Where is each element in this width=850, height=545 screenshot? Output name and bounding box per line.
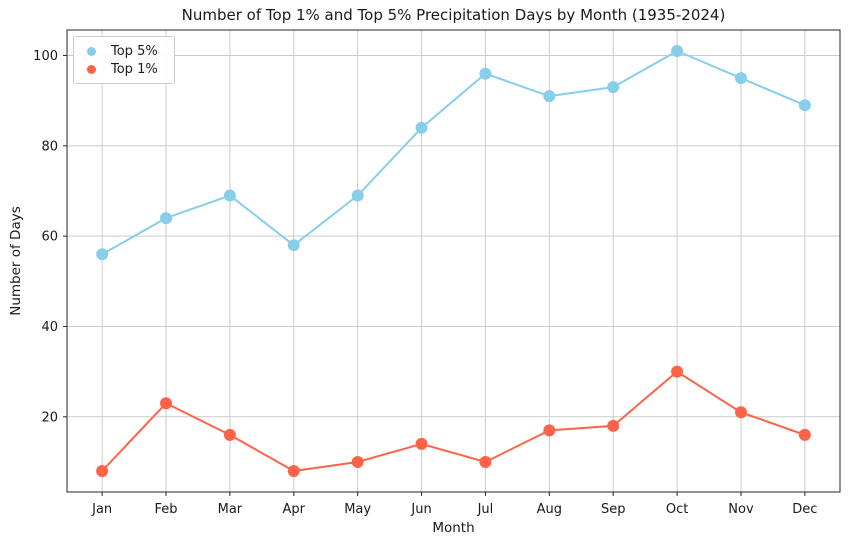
legend-label: Top 5%: [111, 43, 158, 59]
x-tick-label: Aug: [537, 502, 562, 517]
data-point-top-5pct-jun: [415, 121, 428, 134]
legend: Top 5% Top 1%: [73, 36, 175, 84]
legend-marker-icon: [87, 64, 96, 74]
data-point-top-5pct-sep: [607, 81, 620, 94]
data-point-top-5pct-jan: [96, 248, 109, 261]
legend-label: Top 1%: [111, 61, 158, 77]
x-tick-label: Oct: [666, 502, 688, 517]
data-point-top-5pct-apr: [287, 239, 300, 252]
legend-item-top-5pct: Top 5%: [74, 42, 172, 60]
x-tick-label: Nov: [728, 502, 754, 517]
y-tick-label: 60: [41, 230, 58, 245]
data-point-top-5pct-mar: [223, 189, 236, 202]
data-point-top-5pct-aug: [543, 90, 556, 103]
data-point-top-5pct-oct: [671, 45, 684, 57]
x-tick-label: Jan: [91, 502, 112, 517]
x-tick-label: Apr: [283, 502, 306, 517]
x-tick-label: Sep: [601, 502, 626, 517]
y-tick-label: 100: [33, 49, 58, 64]
data-point-top-1pct-may: [351, 455, 364, 468]
series-line-top-5pct: [101, 50, 806, 256]
data-point-top-1pct-nov: [734, 406, 747, 419]
chart-title: Number of Top 1% and Top 5% Precipitatio…: [181, 6, 726, 24]
data-point-top-5pct-nov: [734, 72, 747, 85]
data-point-top-1pct-jan: [96, 465, 109, 477]
series-line-top-1pct: [101, 370, 806, 472]
plot-border: [66, 29, 841, 493]
x-axis-label: Month: [432, 520, 475, 536]
data-point-top-1pct-feb: [160, 397, 173, 410]
data-point-top-1pct-oct: [671, 365, 684, 378]
x-tick-label: Jun: [410, 502, 431, 517]
y-tick-label: 80: [41, 139, 58, 154]
data-point-top-5pct-dec: [798, 99, 811, 112]
data-point-top-1pct-mar: [223, 428, 236, 441]
x-tick-label: May: [344, 502, 371, 517]
legend-item-top-1pct: Top 1%: [74, 60, 172, 78]
data-point-top-5pct-may: [351, 189, 364, 202]
data-point-top-5pct-feb: [160, 212, 173, 225]
data-point-top-1pct-sep: [607, 419, 620, 432]
x-tick-label: Dec: [792, 502, 817, 517]
x-tick-label: Jul: [477, 502, 494, 517]
x-tick-label: Feb: [155, 502, 178, 517]
data-point-top-1pct-aug: [543, 424, 556, 437]
data-point-top-1pct-dec: [798, 428, 811, 441]
data-point-top-1pct-jun: [415, 437, 428, 450]
data-point-top-5pct-jul: [479, 67, 492, 80]
y-tick-label: 20: [41, 410, 58, 425]
y-tick-label: 40: [41, 320, 58, 335]
data-point-top-1pct-apr: [287, 465, 300, 477]
legend-marker-icon: [87, 46, 96, 56]
x-tick-label: Mar: [218, 502, 243, 517]
data-point-top-1pct-jul: [479, 455, 492, 468]
